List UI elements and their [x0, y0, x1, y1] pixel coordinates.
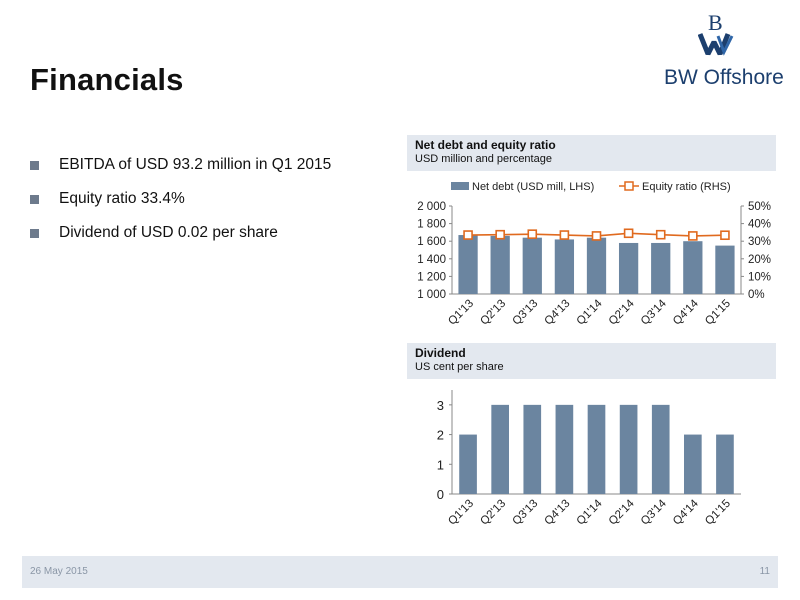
dividend-panel-subtitle: US cent per share [415, 361, 504, 373]
x-tick-label: Q2'14 [607, 497, 637, 527]
line-marker [720, 230, 730, 241]
bar [586, 237, 607, 294]
y-tick-label: 1 200 [417, 271, 446, 283]
svg-text:B: B [708, 10, 723, 35]
netdebt-panel-subtitle: USD million and percentage [415, 153, 552, 165]
x-tick-label: Q3'13 [510, 298, 540, 328]
x-tick-label: Q3'14 [639, 297, 669, 327]
bullet-text: EBITDA of USD 93.2 million in Q1 2015 [59, 156, 332, 173]
y-tick-label-right: 40% [748, 219, 771, 231]
bar [490, 235, 510, 294]
line-marker [463, 230, 473, 240]
bullet-text: Dividend of USD 0.02 per share [59, 224, 278, 241]
line-marker [591, 231, 602, 241]
y-tick-label: 1 000 [417, 289, 446, 301]
bullet-square-icon [30, 160, 39, 170]
bullet-text: Equity ratio 33.4% [59, 190, 185, 207]
bar [491, 404, 509, 494]
bar [522, 237, 542, 294]
y-tick-label: 3 [437, 398, 444, 413]
line-marker [559, 230, 570, 240]
y-tick-label: 1 600 [417, 236, 446, 248]
x-tick-label: Q4'14 [671, 497, 701, 527]
bar [555, 404, 574, 494]
x-tick-label: Q4'13 [543, 498, 573, 528]
bar [651, 404, 670, 494]
bar [684, 434, 702, 494]
y-tick-label-right: 30% [748, 236, 771, 248]
y-tick-label: 0 [437, 487, 444, 502]
x-tick-label: Q2'13 [478, 298, 508, 328]
bullet-square-icon [30, 228, 39, 238]
footer: 26 May 2015 11 [22, 556, 778, 588]
y-tick-label-right: 10% [748, 271, 771, 283]
bar [523, 404, 542, 494]
y-tick-label: 1 400 [417, 254, 446, 266]
line-marker [623, 228, 634, 239]
bullet-list: EBITDA of USD 93.2 million in Q1 2015 Eq… [30, 148, 331, 250]
legend-marker [624, 181, 634, 191]
x-tick-label: Q1'13 [446, 498, 476, 528]
bar [459, 434, 477, 494]
x-tick-label: Q1'15 [703, 498, 733, 528]
chart-legend: Net debt (USD mill, LHS) Equity ratio (RH… [451, 181, 731, 193]
legend-bar-swatch [451, 182, 469, 190]
logo-text: BW Offshore [664, 66, 784, 89]
x-tick-label: Q1'15 [703, 298, 733, 328]
x-tick-label: Q4'13 [543, 298, 573, 328]
bar [716, 434, 734, 494]
bar [683, 241, 703, 294]
bar [458, 235, 478, 294]
line-marker [495, 229, 505, 240]
y-tick-label: 1 [437, 457, 444, 472]
bullet-item: Dividend of USD 0.02 per share [30, 216, 331, 250]
bar [618, 242, 639, 294]
footer-date: 26 May 2015 [30, 566, 88, 577]
dividend-panel-title: Dividend [415, 346, 466, 360]
x-tick-label: Q3'14 [639, 497, 669, 527]
company-logo: B BW Offshore [664, 10, 784, 94]
bar [554, 239, 575, 294]
y-tick-label-right: 50% [748, 201, 771, 213]
bullet-item: Equity ratio 33.4% [30, 182, 331, 216]
bar [619, 404, 638, 494]
x-tick-label: Q2'14 [607, 297, 637, 327]
y-tick-label: 1 800 [417, 219, 446, 231]
page-number: 11 [759, 566, 770, 577]
netdebt-panel-title: Net debt and equity ratio [415, 138, 556, 152]
netdebt-chart: Net debt (USD mill, LHS) Equity ratio (RH… [417, 181, 771, 328]
bw-monogram-icon: B [698, 10, 734, 56]
x-tick-label: Q3'13 [510, 498, 540, 528]
x-tick-label: Q2'13 [478, 498, 508, 528]
line-marker [655, 229, 666, 240]
x-tick-label: Q1'14 [575, 297, 605, 327]
bullet-square-icon [30, 194, 39, 204]
line-marker [688, 231, 698, 241]
y-tick-label: 2 [437, 428, 444, 443]
bullet-item: EBITDA of USD 93.2 million in Q1 2015 [30, 148, 331, 182]
dividend-panel-header: Dividend US cent per share [407, 343, 776, 379]
bar [715, 245, 735, 294]
bar [587, 404, 606, 494]
netdebt-panel-header: Net debt and equity ratio USD million an… [407, 135, 776, 171]
x-tick-label: Q1'13 [446, 298, 476, 328]
line-marker [527, 229, 538, 239]
page-title: Financials [30, 62, 184, 97]
y-tick-label-right: 0% [748, 289, 765, 301]
legend-label: Equity ratio (RHS) [642, 181, 731, 193]
y-tick-label-right: 20% [748, 254, 771, 266]
x-tick-label: Q1'14 [575, 497, 605, 527]
x-tick-label: Q4'14 [671, 297, 701, 327]
y-tick-label: 2 000 [417, 201, 446, 213]
bar [651, 242, 671, 294]
legend-label: Net debt (USD mill, LHS) [472, 181, 594, 193]
